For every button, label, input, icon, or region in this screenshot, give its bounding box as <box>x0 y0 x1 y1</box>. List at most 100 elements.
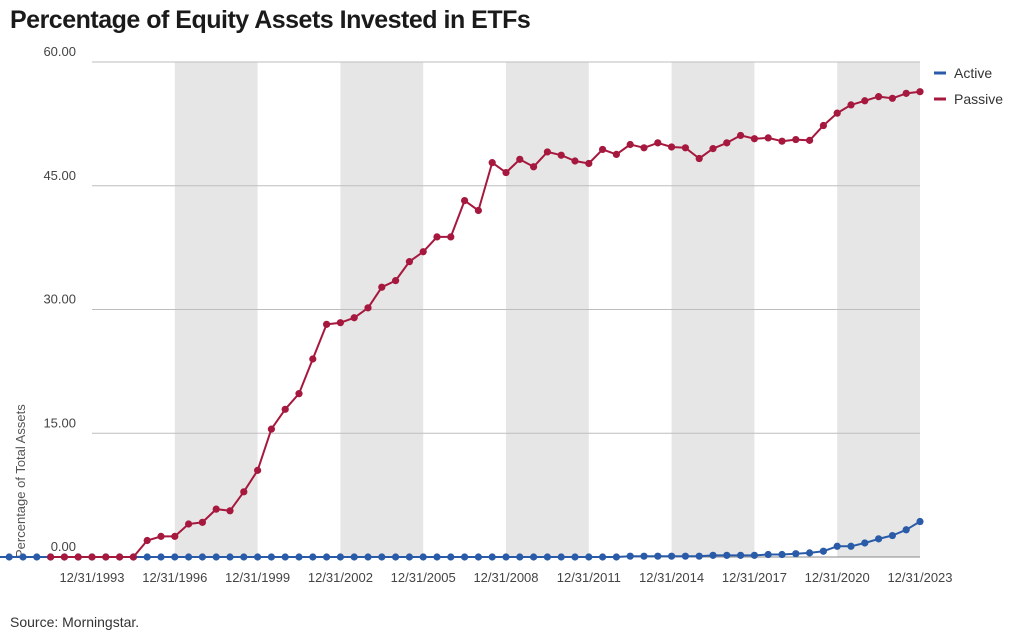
data-point <box>557 151 565 159</box>
data-point <box>640 552 648 560</box>
x-tick-label: 12/31/2008 <box>473 570 538 585</box>
data-point <box>585 553 593 561</box>
data-point <box>709 145 717 153</box>
data-point <box>833 542 841 550</box>
data-point <box>654 552 662 560</box>
data-point <box>778 137 786 145</box>
x-tick-label: 12/31/2020 <box>805 570 870 585</box>
x-tick-label: 12/31/2023 <box>887 570 952 585</box>
data-point <box>668 143 676 151</box>
legend: Active Passive <box>934 65 1003 107</box>
data-point <box>295 553 303 561</box>
x-axis-ticks: 12/31/1993 12/31/1996 12/31/1999 12/31/2002… <box>59 570 952 585</box>
data-point <box>792 550 800 558</box>
data-point <box>681 144 690 152</box>
data-point <box>502 168 510 177</box>
data-point <box>819 121 828 130</box>
data-point <box>737 131 745 140</box>
data-point <box>543 148 552 156</box>
data-point <box>640 144 648 152</box>
data-point <box>474 553 482 561</box>
data-point <box>530 163 538 171</box>
data-point <box>323 553 331 561</box>
data-point <box>309 553 317 561</box>
data-point <box>336 553 344 561</box>
data-point <box>902 526 910 534</box>
data-point <box>88 553 96 561</box>
data-point <box>819 547 828 555</box>
data-point <box>681 552 690 560</box>
data-point <box>530 553 538 561</box>
y-tick-label: 0.00 <box>51 539 76 554</box>
data-point <box>888 94 897 102</box>
data-point <box>267 553 275 561</box>
data-point <box>461 553 469 561</box>
x-tick-label: 12/31/2002 <box>308 570 373 585</box>
data-point <box>806 549 814 557</box>
series-passive <box>47 88 924 561</box>
data-point <box>281 553 289 561</box>
data-point <box>750 551 759 559</box>
data-point <box>143 536 151 545</box>
data-point <box>861 539 869 547</box>
data-point <box>833 109 841 117</box>
data-point <box>585 159 593 168</box>
data-point <box>516 553 524 561</box>
y-tick-label: 15.00 <box>43 415 76 430</box>
x-tick-label: 12/31/1996 <box>142 570 207 585</box>
data-point <box>364 304 372 312</box>
data-point <box>74 553 82 561</box>
data-point <box>654 139 662 147</box>
series-line-passive <box>50 90 921 558</box>
data-point <box>764 550 772 559</box>
data-point <box>240 553 248 561</box>
data-point <box>212 553 220 561</box>
data-point <box>778 550 786 559</box>
data-point <box>323 320 331 328</box>
data-point <box>33 553 41 561</box>
data-point <box>626 552 634 560</box>
data-point <box>198 518 206 526</box>
data-point <box>405 553 413 561</box>
data-point <box>212 505 220 513</box>
data-point <box>309 355 317 363</box>
data-point <box>875 535 883 543</box>
data-point <box>378 553 386 561</box>
data-point <box>723 551 731 559</box>
data-point <box>502 553 510 561</box>
data-point <box>405 258 413 266</box>
x-tick-label: 12/31/1999 <box>225 570 290 585</box>
data-point <box>267 425 275 433</box>
x-tick-label: 12/31/1993 <box>59 570 124 585</box>
data-point <box>916 88 924 96</box>
data-point <box>226 507 234 515</box>
data-point <box>626 140 634 149</box>
y-axis-label: Percentage of Total Assets <box>13 404 28 558</box>
data-point <box>723 139 731 147</box>
data-point <box>474 206 482 215</box>
data-point <box>916 517 924 526</box>
data-point <box>433 233 441 241</box>
data-point <box>571 553 579 561</box>
data-point <box>557 553 565 561</box>
data-point <box>668 552 676 560</box>
source-note: Source: Morningstar. <box>10 614 140 630</box>
data-point <box>888 531 897 540</box>
data-point <box>198 553 206 561</box>
data-point <box>847 542 855 550</box>
data-point <box>488 159 496 167</box>
data-point <box>47 553 55 561</box>
data-point <box>709 551 717 559</box>
data-point <box>695 552 703 560</box>
data-point <box>392 277 400 285</box>
data-point <box>433 553 441 561</box>
data-point <box>157 532 165 540</box>
data-point <box>350 314 358 322</box>
data-point <box>764 134 772 142</box>
data-point <box>171 532 179 540</box>
data-point <box>116 553 124 561</box>
x-tick-label: 12/31/2014 <box>639 570 704 585</box>
series-active <box>0 517 924 561</box>
data-point <box>240 488 248 496</box>
data-point <box>19 553 27 561</box>
